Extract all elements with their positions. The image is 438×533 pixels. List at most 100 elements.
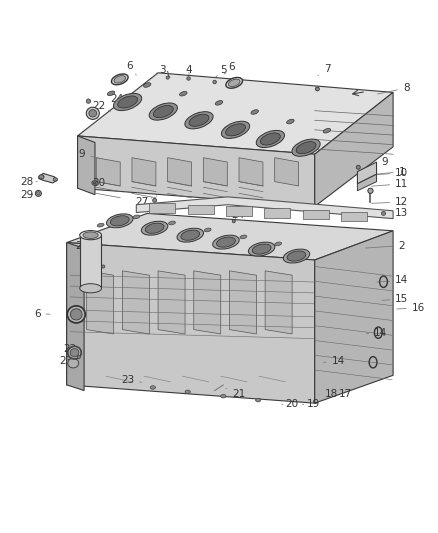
Ellipse shape: [181, 230, 200, 240]
Ellipse shape: [39, 175, 44, 179]
Text: 3: 3: [159, 65, 170, 77]
Text: 22: 22: [92, 101, 110, 111]
Polygon shape: [239, 158, 263, 186]
Ellipse shape: [93, 182, 96, 184]
Polygon shape: [122, 271, 149, 334]
Polygon shape: [78, 73, 393, 154]
Polygon shape: [78, 136, 95, 195]
Ellipse shape: [356, 165, 360, 169]
Ellipse shape: [35, 190, 42, 197]
Text: 24: 24: [110, 94, 127, 104]
Ellipse shape: [180, 92, 187, 96]
Ellipse shape: [70, 349, 79, 357]
Text: 23: 23: [121, 375, 141, 385]
Text: 14: 14: [377, 276, 408, 286]
Ellipse shape: [221, 394, 226, 398]
Text: 26: 26: [75, 240, 92, 251]
Ellipse shape: [292, 139, 320, 156]
Ellipse shape: [92, 181, 97, 185]
Text: 2: 2: [365, 240, 405, 251]
Ellipse shape: [323, 128, 331, 133]
Ellipse shape: [213, 80, 216, 84]
Text: 17: 17: [333, 389, 352, 399]
Ellipse shape: [97, 223, 104, 227]
Polygon shape: [357, 162, 377, 184]
Polygon shape: [67, 243, 84, 391]
Ellipse shape: [145, 223, 164, 233]
Ellipse shape: [215, 101, 223, 105]
Polygon shape: [158, 271, 185, 334]
Ellipse shape: [255, 398, 261, 402]
Polygon shape: [132, 158, 156, 186]
Polygon shape: [67, 243, 315, 403]
Ellipse shape: [80, 231, 102, 240]
Text: 6: 6: [127, 61, 136, 75]
Text: 24: 24: [231, 210, 244, 220]
Text: 16: 16: [397, 303, 425, 313]
Polygon shape: [265, 271, 292, 334]
Ellipse shape: [368, 188, 373, 193]
Text: 13: 13: [371, 208, 408, 219]
Ellipse shape: [83, 232, 98, 238]
Ellipse shape: [71, 309, 82, 320]
Text: 6: 6: [34, 309, 50, 319]
Text: 25: 25: [82, 262, 99, 271]
Polygon shape: [87, 271, 114, 334]
Ellipse shape: [287, 251, 306, 261]
Ellipse shape: [240, 235, 247, 239]
Text: 1: 1: [370, 167, 405, 176]
Polygon shape: [168, 158, 191, 186]
Text: 9: 9: [371, 157, 388, 167]
Ellipse shape: [107, 91, 115, 95]
Text: 8: 8: [378, 83, 410, 94]
Text: 23: 23: [59, 357, 72, 366]
Ellipse shape: [221, 121, 250, 139]
Text: 7: 7: [318, 64, 330, 76]
Ellipse shape: [185, 390, 190, 393]
Polygon shape: [341, 212, 367, 221]
Ellipse shape: [153, 106, 173, 118]
Ellipse shape: [185, 112, 213, 129]
Polygon shape: [39, 173, 57, 183]
Text: 11: 11: [371, 179, 408, 189]
Ellipse shape: [111, 74, 128, 85]
Ellipse shape: [102, 265, 105, 268]
Text: 25: 25: [231, 204, 244, 214]
Ellipse shape: [141, 221, 168, 235]
Text: 19: 19: [303, 399, 320, 409]
Ellipse shape: [53, 177, 57, 181]
Polygon shape: [230, 271, 256, 334]
Ellipse shape: [252, 244, 271, 254]
Ellipse shape: [152, 198, 156, 203]
Text: 14: 14: [366, 328, 388, 337]
Ellipse shape: [213, 235, 239, 249]
Text: 9: 9: [78, 149, 98, 159]
Text: 14: 14: [323, 357, 345, 366]
Ellipse shape: [251, 110, 258, 114]
Polygon shape: [275, 158, 299, 186]
Ellipse shape: [37, 192, 40, 195]
Ellipse shape: [68, 346, 81, 359]
Text: 27: 27: [135, 197, 152, 207]
Text: 30: 30: [92, 178, 106, 188]
Polygon shape: [357, 174, 377, 191]
Ellipse shape: [78, 356, 81, 359]
Ellipse shape: [256, 131, 285, 148]
Ellipse shape: [133, 215, 140, 219]
Polygon shape: [203, 158, 227, 186]
Polygon shape: [303, 210, 328, 220]
Ellipse shape: [283, 249, 310, 263]
Ellipse shape: [226, 124, 246, 136]
Ellipse shape: [381, 212, 385, 215]
Text: 12: 12: [371, 197, 408, 207]
Polygon shape: [149, 203, 176, 213]
Text: 20: 20: [282, 399, 299, 409]
Polygon shape: [264, 208, 290, 218]
Ellipse shape: [149, 103, 177, 120]
Ellipse shape: [67, 306, 85, 322]
Polygon shape: [96, 158, 120, 186]
Text: 29: 29: [20, 190, 33, 200]
Ellipse shape: [89, 110, 97, 117]
Ellipse shape: [144, 83, 151, 87]
Text: 22: 22: [64, 344, 77, 354]
